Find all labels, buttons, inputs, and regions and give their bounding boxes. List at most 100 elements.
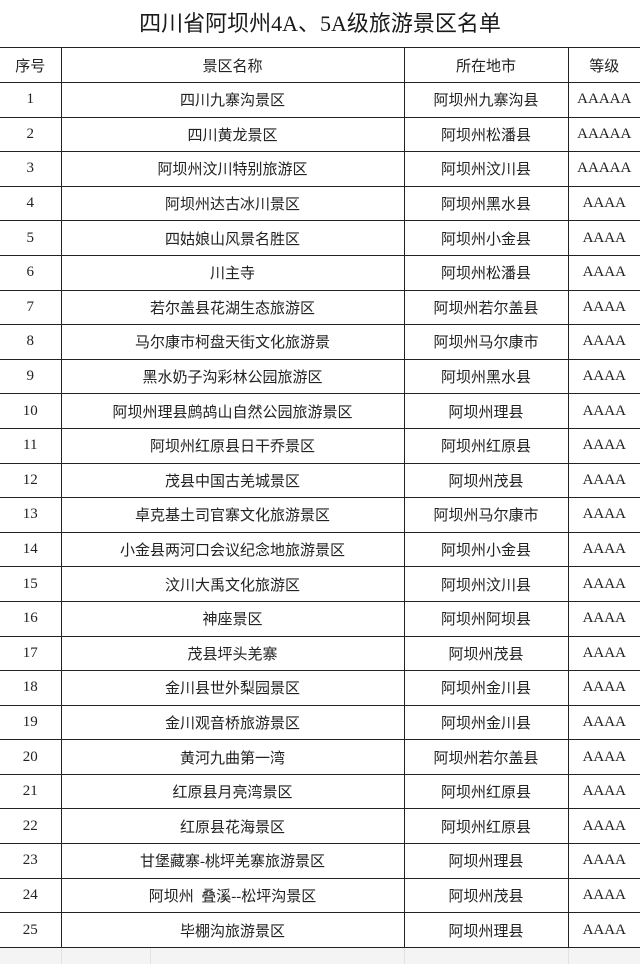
location-cell: 阿坝州松潘县: [403, 254, 569, 291]
scenic-name-cell: 红原县花海景区: [60, 808, 405, 845]
grade-cell: AAAA: [567, 531, 640, 568]
row-index-cell: 21: [0, 773, 62, 810]
grade-cell: AAAAA: [567, 82, 640, 118]
grade-cell: AAAA: [567, 393, 640, 429]
row-index-cell: 24: [0, 877, 62, 914]
grade-cell: AAAA: [567, 324, 640, 360]
scenic-name-cell: 毕棚沟旅游景区: [60, 912, 405, 948]
scenic-name-cell: 金川县世外梨园景区: [60, 670, 405, 706]
row-index-cell: 18: [0, 670, 62, 706]
scenic-name-cell: 神座景区: [60, 600, 405, 637]
scenic-name-cell: 红原县月亮湾景区: [60, 773, 405, 810]
table-row: 20 黄河九曲第一湾 阿坝州若尔盖县 AAAA: [0, 739, 640, 775]
table-row: 4 阿坝州达古冰川景区 阿坝州黑水县 AAAA: [0, 185, 640, 222]
scenic-name-cell: 甘堡藏寨-桃坪羌寨旅游景区: [60, 843, 405, 879]
grade-cell: AAAA: [567, 704, 640, 741]
location-cell: 阿坝州红原县: [403, 773, 569, 810]
table-row: 11 阿坝州红原县日干乔景区 阿坝州红原县 AAAA: [0, 427, 640, 464]
location-cell: 阿坝州小金县: [403, 220, 569, 256]
location-cell: 阿坝州金川县: [403, 704, 569, 741]
row-index-cell: 13: [0, 497, 62, 533]
table-row: 25 毕棚沟旅游景区 阿坝州理县 AAAA: [0, 912, 640, 948]
location-cell: 阿坝州九寨沟县: [403, 82, 569, 118]
row-index-cell: 11: [0, 427, 62, 464]
table-row: 12 茂县中国古羌城景区 阿坝州茂县 AAAA: [0, 462, 640, 499]
grade-cell: AAAAA: [567, 116, 640, 153]
location-cell: 阿坝州马尔康市: [403, 497, 569, 533]
row-index-cell: 20: [0, 739, 62, 775]
grade-cell: AAAA: [567, 462, 640, 499]
scenic-name-cell: 四川黄龙景区: [60, 116, 405, 153]
location-cell: 阿坝州汶川县: [403, 566, 569, 602]
grade-cell: AAAA: [567, 600, 640, 637]
row-index-cell: 8: [0, 324, 62, 360]
table-row: 1 四川九寨沟景区 阿坝州九寨沟县 AAAAA: [0, 82, 640, 118]
table-row: 16 神座景区 阿坝州阿坝县 AAAA: [0, 600, 640, 637]
row-index-cell: 6: [0, 254, 62, 291]
scenic-name-cell: 若尔盖县花湖生态旅游区: [60, 289, 405, 326]
table-header-row: 序号 景区名称 所在地市 等级: [0, 47, 640, 83]
scenic-name-cell: 茂县中国古羌城景区: [60, 462, 405, 499]
grade-cell: AAAA: [567, 912, 640, 948]
grade-cell: AAAA: [567, 670, 640, 706]
scenic-name-cell: 四川九寨沟景区: [60, 82, 405, 118]
scenic-name-cell: 黑水奶子沟彩林公园旅游区: [60, 358, 405, 395]
header-scenic-name: 景区名称: [60, 47, 405, 83]
row-index-cell: 25: [0, 912, 62, 948]
location-cell: 阿坝州阿坝县: [403, 600, 569, 637]
row-index-cell: 14: [0, 531, 62, 568]
row-index-cell: 2: [0, 116, 62, 153]
row-index-cell: 10: [0, 393, 62, 429]
location-cell: 阿坝州黑水县: [403, 185, 569, 222]
scenic-name-cell: 汶川大禹文化旅游区: [60, 566, 405, 602]
header-location: 所在地市: [403, 47, 569, 83]
scenic-name-cell: 川主寺: [60, 254, 405, 291]
location-cell: 阿坝州红原县: [403, 427, 569, 464]
location-cell: 阿坝州茂县: [403, 877, 569, 914]
document-title: 四川省阿坝州4A、5A级旅游景区名单: [139, 11, 501, 36]
location-cell: 阿坝州若尔盖县: [403, 289, 569, 326]
scenic-name-cell: 四姑娘山风景名胜区: [60, 220, 405, 256]
location-cell: 阿坝州理县: [403, 843, 569, 879]
location-cell: 阿坝州若尔盖县: [403, 739, 569, 775]
location-cell: 阿坝州黑水县: [403, 358, 569, 395]
scenic-name-cell: 阿坝州理县鹧鸪山自然公园旅游景区: [60, 393, 405, 429]
grade-cell: AAAA: [567, 739, 640, 775]
location-cell: 阿坝州茂县: [403, 635, 569, 672]
row-index-cell: 5: [0, 220, 62, 256]
scenic-name-cell: 阿坝州汶川特别旅游区: [60, 151, 405, 187]
table-row: 23 甘堡藏寨-桃坪羌寨旅游景区 阿坝州理县 AAAA: [0, 843, 640, 879]
location-cell: 阿坝州茂县: [403, 462, 569, 499]
scenic-name-cell: 黄河九曲第一湾: [60, 739, 405, 775]
row-index-cell: 16: [0, 600, 62, 637]
table-row: 3 阿坝州汶川特别旅游区 阿坝州汶川县 AAAAA: [0, 151, 640, 187]
row-index-cell: 15: [0, 566, 62, 602]
scenic-name-cell: 茂县坪头羌寨: [60, 635, 405, 672]
row-index-cell: 4: [0, 185, 62, 222]
table-row: 8 马尔康市柯盘天街文化旅游景 阿坝州马尔康市 AAAA: [0, 324, 640, 360]
scenic-area-table: 序号 景区名称 所在地市 等级 1 四川九寨沟景区 阿坝州九寨沟县 AAAAA 2 四川黄…: [0, 47, 640, 948]
grade-cell: AAAA: [567, 220, 640, 256]
header-index: 序号: [0, 47, 62, 83]
location-cell: 阿坝州汶川县: [403, 151, 569, 187]
row-index-cell: 22: [0, 808, 62, 845]
table-row: 2 四川黄龙景区 阿坝州松潘县 AAAAA: [0, 116, 640, 153]
sheet-footer-area: [0, 948, 640, 964]
grade-cell: AAAA: [567, 427, 640, 464]
table-row: 7 若尔盖县花湖生态旅游区 阿坝州若尔盖县 AAAA: [0, 289, 640, 326]
table-row: 19 金川观音桥旅游景区 阿坝州金川县 AAAA: [0, 704, 640, 741]
scenic-name-cell: 阿坝州达古冰川景区: [60, 185, 405, 222]
table-row: 6 川主寺 阿坝州松潘县 AAAA: [0, 254, 640, 291]
grade-cell: AAAA: [567, 635, 640, 672]
grade-cell: AAAA: [567, 566, 640, 602]
location-cell: 阿坝州小金县: [403, 531, 569, 568]
location-cell: 阿坝州理县: [403, 912, 569, 948]
row-index-cell: 17: [0, 635, 62, 672]
table-row: 15 汶川大禹文化旅游区 阿坝州汶川县 AAAA: [0, 566, 640, 602]
location-cell: 阿坝州松潘县: [403, 116, 569, 153]
grade-cell: AAAA: [567, 773, 640, 810]
location-cell: 阿坝州红原县: [403, 808, 569, 845]
scenic-name-cell: 卓克基土司官寨文化旅游景区: [60, 497, 405, 533]
table-row: 18 金川县世外梨园景区 阿坝州金川县 AAAA: [0, 670, 640, 706]
grade-cell: AAAA: [567, 497, 640, 533]
